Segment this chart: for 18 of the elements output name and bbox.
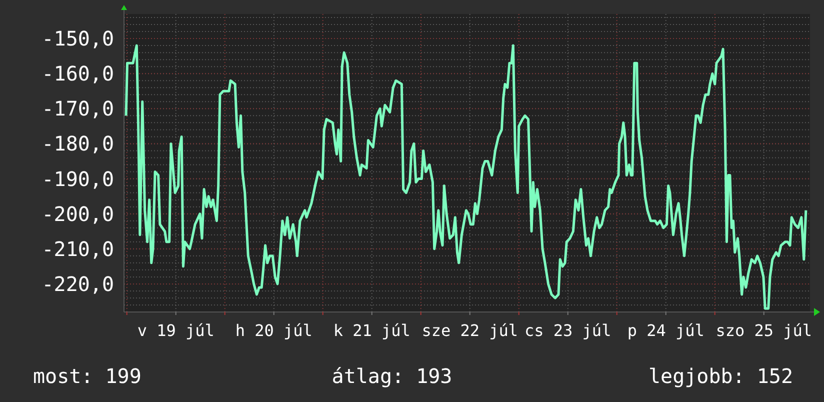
x-tick-label: v 19 júl [137,321,214,340]
y-tick-label: -150,0 [42,26,114,51]
y-tick-label: -190,0 [42,166,114,191]
y-tick-label: -170,0 [42,96,114,121]
x-tick-label: szo 25 júl [716,321,812,340]
text: most: 199 [33,364,142,388]
text: legjobb: 152 [648,364,793,388]
y-tick-label: -200,0 [42,202,114,226]
x-tick-label: k 21 júl [333,321,410,340]
x-tick-label: p 24 júl [627,321,704,340]
text: átlag: 193 [332,364,452,388]
x-tick-label: cs 23 júl [524,321,612,340]
y-tick-label: -220,0 [42,272,114,296]
y-tick-label: -180,0 [42,132,114,156]
x-tick-label: h 20 júl [235,321,312,340]
x-tick-label: sze 22 júl [422,321,518,340]
y-tick-label: -160,0 [42,62,114,86]
y-tick-label: -210,0 [42,236,114,261]
